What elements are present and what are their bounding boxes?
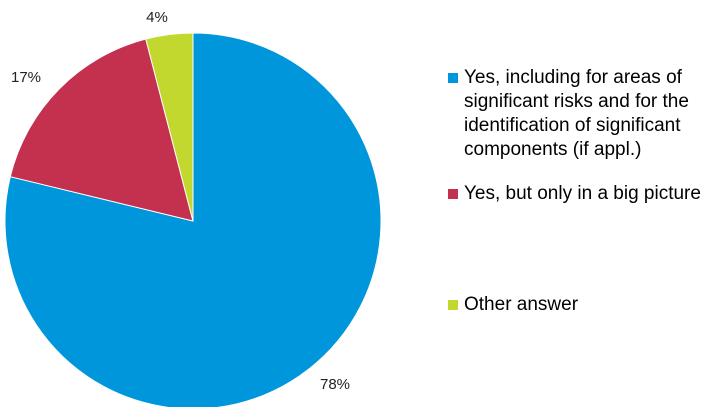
legend-swatch-significant-risks: [448, 73, 458, 83]
pie-slice-big-picture: [9, 38, 194, 222]
legend-label-significant-risks: Yes, including for areas of significant …: [464, 67, 689, 160]
legend-swatch-big-picture: [448, 189, 458, 199]
data-label-significant-risks: 78%: [320, 376, 350, 393]
legend-label-other-answer: Other answer: [464, 294, 579, 315]
legend-label-big-picture: Yes, but only in a big picture: [464, 183, 701, 204]
legend-item-other-answer: Other answer: [448, 293, 709, 317]
legend-item-big-picture: Yes, but only in a big picture: [448, 182, 709, 206]
pie-slice-other-answer: [145, 32, 194, 222]
legend-swatch-other-answer: [448, 300, 458, 310]
pie-chart: 78% 17% 4%: [4, 9, 382, 407]
data-label-big-picture: 17%: [11, 69, 41, 86]
legend: Yes, including for areas of significant …: [448, 0, 713, 407]
data-label-other-answer: 4%: [146, 9, 168, 26]
legend-item-significant-risks: Yes, including for areas of significant …: [448, 66, 709, 162]
